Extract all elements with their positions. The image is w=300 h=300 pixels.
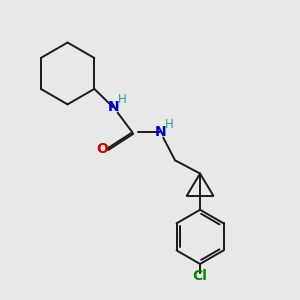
Text: H: H <box>118 93 127 106</box>
Text: N: N <box>154 125 166 139</box>
Text: N: N <box>107 100 119 114</box>
Text: Cl: Cl <box>193 269 208 283</box>
Text: H: H <box>165 118 174 130</box>
Text: O: O <box>96 142 108 155</box>
